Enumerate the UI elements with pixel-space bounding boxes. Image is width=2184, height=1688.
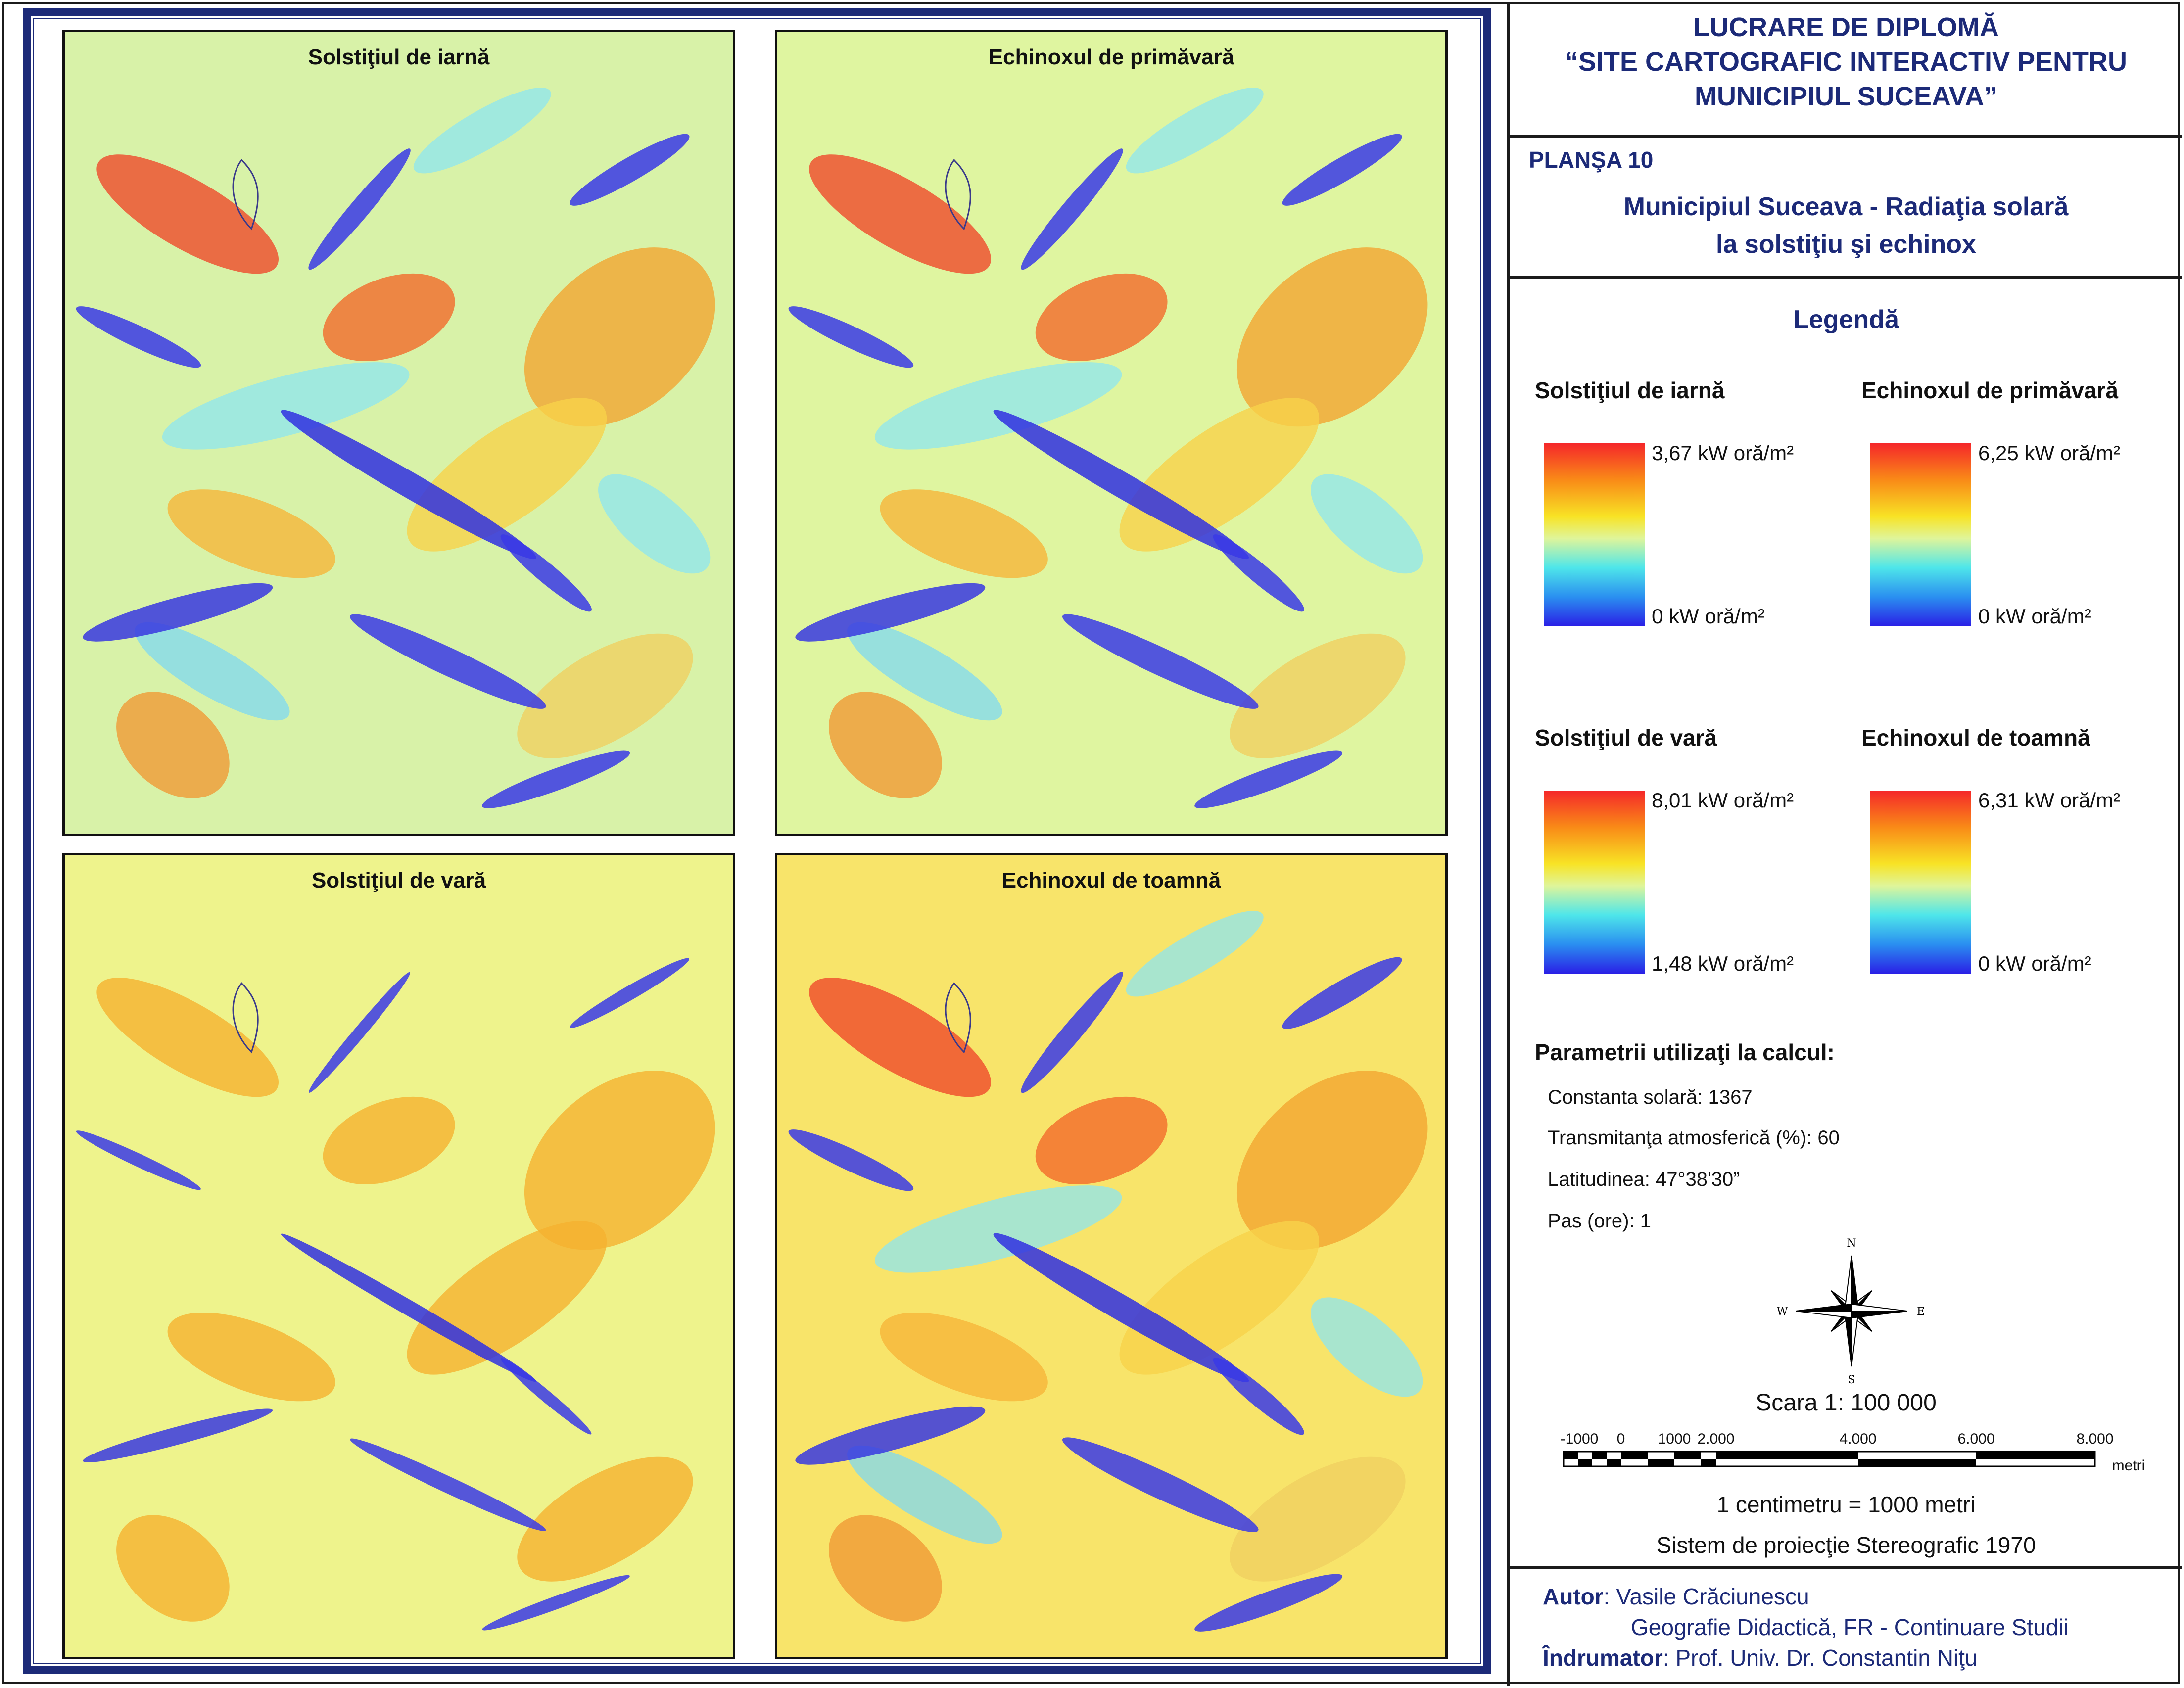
ramp-max-label: 3,67 kW oră/m²: [1652, 441, 1794, 465]
ramp-min-label: 1,48 kW oră/m²: [1652, 952, 1794, 975]
author-label: Autor: [1543, 1584, 1604, 1609]
ramp-min-label: 0 kW oră/m²: [1978, 605, 2091, 628]
scale-bar: -1000 0 1000 2.000 4.000 6.000 8.000 met…: [1561, 1431, 2145, 1474]
ramp-min-label: 0 kW oră/m²: [1978, 952, 2091, 975]
ramp-max-label: 8,01 kW oră/m²: [1652, 789, 1794, 812]
ramp-max-label: 6,25 kW oră/m²: [1978, 441, 2121, 465]
radiation-raster: [65, 855, 733, 1657]
vertical-divider: [1507, 2, 1510, 1686]
scale-tick-label: 6.000: [1957, 1431, 1994, 1447]
scale-tick-label: 4.000: [1839, 1431, 1876, 1447]
compass-w: W: [1777, 1306, 1788, 1318]
param-item: Pas (ore): 1: [1548, 1210, 1651, 1232]
scale-tick-label: -1000: [1561, 1431, 1599, 1447]
legend-heading: Solstiţiul de vară: [1535, 725, 1717, 750]
legend-heading: Solstiţiul de iarnă: [1535, 377, 1725, 403]
divider: [1510, 276, 2182, 279]
param-item: Latitudinea: 47°38'30”: [1548, 1169, 1740, 1190]
map-winter-solstice: Solstiţiul de iarnă: [62, 30, 735, 836]
radiation-raster: [65, 32, 733, 834]
params-title: Parametrii utilizaţi la calcul:: [1535, 1039, 1835, 1065]
color-ramp: [1870, 791, 1971, 974]
scale-tick-label: 8.000: [2076, 1431, 2113, 1447]
map-frame-inner: [33, 18, 1481, 1664]
radiation-raster: [777, 855, 1445, 1657]
author-line: Autor: Vasile Crăciunescu: [1543, 1583, 1809, 1610]
map-frame: [23, 8, 1491, 1674]
param-item: Transmitanţa atmosferică (%): 60: [1548, 1127, 1840, 1149]
color-ramp: [1870, 443, 1971, 626]
radiation-raster: [777, 32, 1445, 834]
map-title: Solstiţiul de iarnă: [308, 45, 490, 69]
compass-e: E: [1917, 1306, 1925, 1318]
color-ramp: [1544, 791, 1645, 974]
plate-subtitle-line2: la solstiţiu şi echinox: [1716, 230, 1976, 259]
plate-subtitle: Municipiul Suceava - Radiaţia solară la …: [1510, 188, 2182, 263]
scale-tick-label: 2.000: [1697, 1431, 1734, 1447]
scale-tick-label: 0: [1617, 1431, 1625, 1447]
param-item: Constanta solară: 1367: [1548, 1086, 1753, 1108]
advisor-name: : Prof. Univ. Dr. Constantin Niţu: [1662, 1645, 1978, 1671]
divider: [1510, 1566, 2182, 1569]
map-title: Echinoxul de toamnă: [1001, 868, 1221, 892]
projection-note: Sistem de proiecţie Stereografic 1970: [1656, 1532, 2036, 1558]
advisor-line: Îndrumator: Prof. Univ. Dr. Constantin N…: [1543, 1644, 1978, 1671]
author-program: Geografie Didactică, FR - Continuare Stu…: [1631, 1614, 2069, 1640]
map-autumn-equinox: Echinoxul de toamnă: [775, 853, 1448, 1659]
plate-number: PLANŞA 10: [1529, 147, 1654, 173]
scale-note: 1 centimetru = 1000 metri: [1716, 1492, 1976, 1517]
compass-rose-icon: N S E W: [1777, 1237, 1925, 1385]
header-line2: “SITE CARTOGRAFIC INTERACTIV PENTRU: [1565, 47, 2128, 77]
ramp-max-label: 6,31 kW oră/m²: [1978, 789, 2121, 812]
scale-title: Scara 1: 100 000: [1756, 1390, 1937, 1416]
scale-unit: metri: [2112, 1457, 2145, 1474]
legend-title: Legendă: [1793, 305, 1899, 334]
ramp-min-label: 0 kW oră/m²: [1652, 605, 1765, 628]
divider: [1510, 135, 2182, 138]
legend-heading: Echinoxul de primăvară: [1861, 377, 2118, 403]
header-line3: MUNICIPIUL SUCEAVA”: [1694, 82, 1998, 111]
map-summer-solstice: Solstiţiul de vară: [62, 853, 735, 1659]
scale-tick-label: 1000: [1658, 1431, 1691, 1447]
color-ramp: [1544, 443, 1645, 626]
header-line1: LUCRARE DE DIPLOMĂ: [1693, 12, 1999, 42]
map-spring-equinox: Echinoxul de primăvară: [775, 30, 1448, 836]
map-title: Solstiţiul de vară: [311, 868, 486, 892]
author-name: : Vasile Crăciunescu: [1603, 1584, 1809, 1609]
plate-subtitle-line1: Municipiul Suceava - Radiaţia solară: [1623, 192, 2069, 221]
header-title: LUCRARE DE DIPLOMĂ “SITE CARTOGRAFIC INT…: [1510, 10, 2182, 114]
compass-n: N: [1847, 1237, 1856, 1250]
map-title: Echinoxul de primăvară: [988, 45, 1234, 69]
legend-heading: Echinoxul de toamnă: [1861, 725, 2090, 750]
compass-s: S: [1848, 1374, 1855, 1385]
advisor-label: Îndrumator: [1543, 1645, 1663, 1671]
